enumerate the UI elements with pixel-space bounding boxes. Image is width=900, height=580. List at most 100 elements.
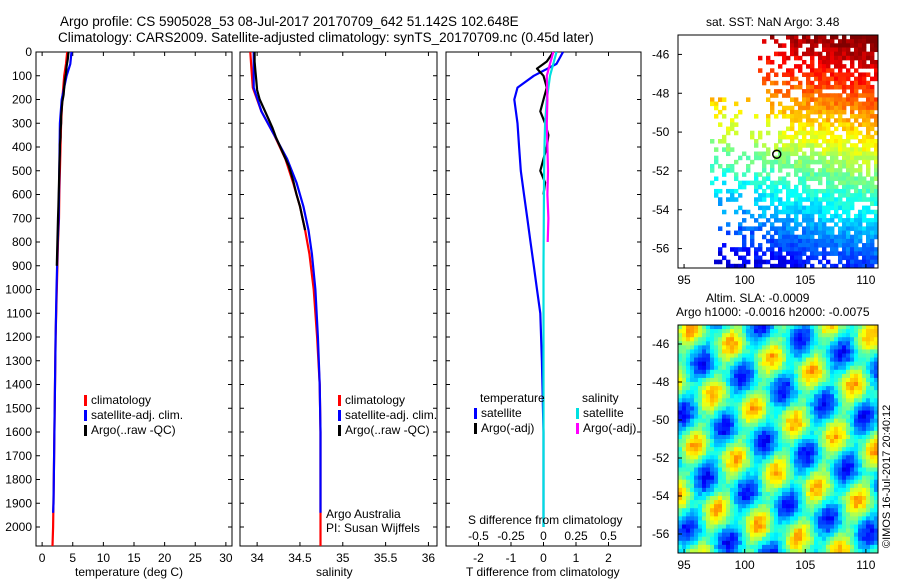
map-cell: [846, 373, 851, 379]
map-cell: [722, 467, 727, 472]
map-cell: [814, 544, 819, 550]
map-cell: [846, 134, 851, 140]
map-cell: [770, 105, 775, 111]
map-cell: [794, 184, 799, 190]
map-cell: [806, 230, 811, 236]
map-cell: [862, 459, 867, 464]
map-cell: [702, 463, 707, 468]
map-cell: [862, 349, 867, 354]
map-cell: [790, 68, 795, 73]
map-cell: [690, 455, 695, 460]
map-cell: [758, 180, 763, 186]
map-cell: [770, 512, 775, 517]
map-cell: [858, 163, 863, 169]
map-cell: [850, 386, 855, 391]
map-cell: [830, 353, 835, 358]
map-cell: [722, 418, 727, 424]
map-cell: [822, 329, 827, 334]
map-cell: [778, 226, 783, 231]
map-cell: [822, 471, 827, 477]
map-cell: [830, 139, 835, 144]
map-cell: [710, 414, 715, 420]
map-cell: [798, 402, 803, 407]
map-cell: [790, 455, 795, 460]
map-cell: [774, 218, 779, 223]
map-cell: [698, 369, 703, 375]
map-cell: [718, 226, 723, 231]
map-cell: [814, 130, 819, 136]
map-cell: [738, 226, 743, 231]
map-cell: [734, 230, 739, 236]
map-cell: [714, 382, 719, 387]
map-cell: [834, 540, 839, 546]
map-cell: [794, 430, 799, 436]
map-cell: [866, 325, 871, 330]
map-cell: [718, 520, 723, 525]
map-cell: [798, 139, 803, 144]
map-cell: [738, 337, 743, 342]
map-cell: [774, 89, 779, 94]
map-cell: [806, 345, 811, 350]
map-cell: [818, 39, 823, 44]
map-cell: [870, 422, 875, 428]
map-cells: [710, 35, 879, 269]
map-cell: [866, 55, 871, 61]
map-cell: [718, 479, 723, 485]
map-cell: [678, 398, 683, 403]
map-cell: [822, 218, 827, 223]
map-cell: [870, 365, 875, 371]
map-cell: [830, 251, 835, 256]
map-cell: [766, 434, 771, 440]
map-cell: [846, 259, 851, 265]
map-cell: [862, 39, 867, 44]
map-cell: [798, 504, 803, 509]
map-cell: [778, 386, 783, 391]
map-cell: [750, 349, 755, 354]
map-cell: [742, 426, 747, 432]
map-cell: [810, 122, 815, 127]
map-cell: [806, 247, 811, 252]
map-cell: [874, 218, 879, 223]
map-cell: [718, 398, 723, 403]
map-cell: [862, 443, 867, 448]
map-cell: [726, 487, 731, 493]
map-cell: [694, 373, 699, 379]
map-cell: [714, 467, 719, 472]
map-cell: [830, 188, 835, 194]
map-cell: [858, 114, 863, 119]
map-cell: [702, 447, 707, 452]
legend-swatch: [576, 423, 579, 434]
map-cell: [818, 398, 823, 403]
map-cell: [874, 377, 879, 383]
map-cell: [774, 402, 779, 407]
map-cell: [830, 218, 835, 223]
map-cell: [794, 205, 799, 211]
map-cell: [818, 500, 823, 505]
map-cell: [846, 540, 851, 546]
map-cell: [794, 251, 799, 256]
map-cell: [726, 349, 731, 354]
map-cell: [706, 447, 711, 452]
map-cell: [794, 406, 799, 411]
map-cell: [690, 422, 695, 428]
map-cell: [798, 205, 803, 211]
map-cell: [678, 386, 683, 391]
map-cell: [738, 406, 743, 411]
map-cell: [778, 463, 783, 468]
map-cell: [818, 201, 823, 206]
map-cell: [814, 51, 819, 57]
map-cell: [750, 471, 755, 477]
map-x-tick-label: 100: [735, 558, 755, 572]
map-cell: [802, 139, 807, 144]
map-cell: [874, 548, 879, 554]
map-cell: [714, 394, 719, 399]
map-cell: [806, 520, 811, 525]
map-cell: [806, 471, 811, 477]
map-cell: [750, 134, 755, 140]
map-cell: [830, 155, 835, 161]
map-cell: [850, 443, 855, 448]
map-cell: [742, 382, 747, 387]
map-cell: [694, 357, 699, 363]
map-cell: [774, 504, 779, 509]
map-cell: [698, 386, 703, 391]
